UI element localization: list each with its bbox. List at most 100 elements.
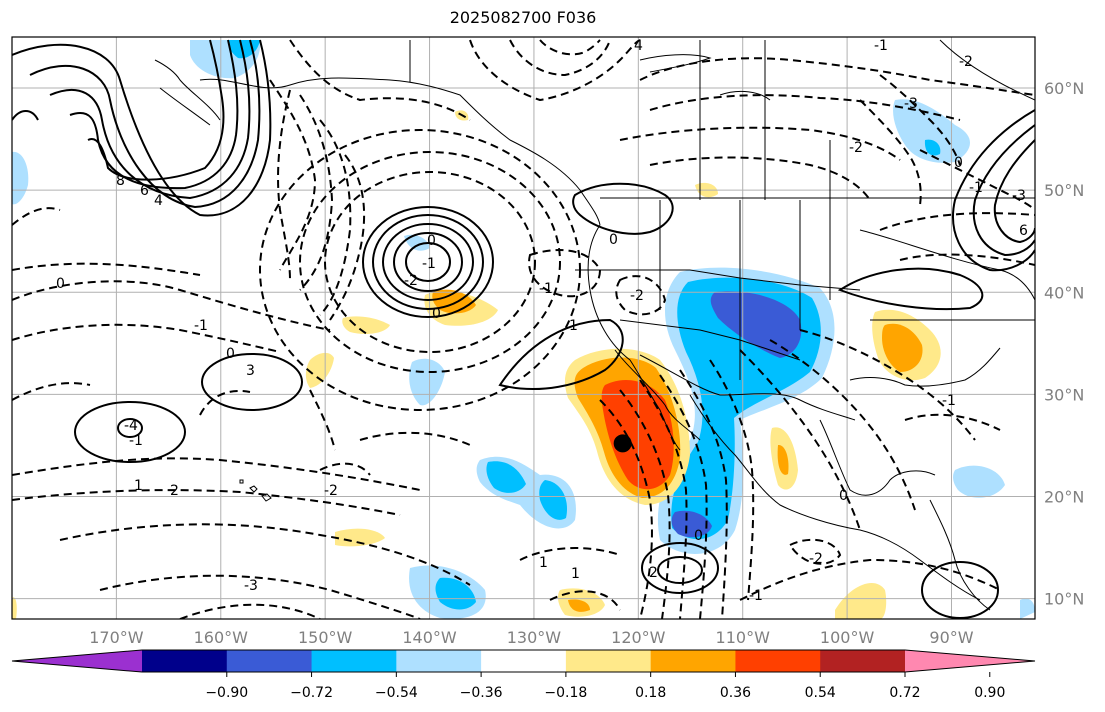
coastline	[849, 347, 1001, 387]
longitude-tick-label: 130°W	[507, 628, 562, 647]
contour-line	[299, 94, 334, 291]
colorbar-tick-label: 0.18	[635, 685, 666, 701]
contour-line	[921, 561, 999, 619]
contour-line	[549, 590, 621, 611]
contour-line	[12, 262, 201, 276]
contour-line	[309, 389, 336, 451]
colorbar-extend-high	[905, 650, 1035, 672]
geopotential-contours	[12, 39, 1035, 619]
contour-line	[269, 79, 317, 271]
contour-line	[619, 389, 671, 619]
contour-line	[289, 39, 471, 121]
contour-label: 2	[649, 565, 658, 581]
longitude-tick-label: 160°W	[194, 628, 249, 647]
contour-line	[179, 603, 321, 619]
anomaly-region	[409, 358, 445, 406]
anomaly-shading	[12, 40, 1035, 619]
coastline	[199, 77, 601, 226]
contour-line	[359, 431, 471, 446]
contour-label: 0	[56, 276, 65, 292]
contour-line	[993, 139, 1035, 244]
colorbar-tick-label: 0.90	[974, 685, 1005, 701]
contour-line	[509, 39, 611, 77]
contour-line	[49, 39, 251, 200]
contour-line	[372, 214, 484, 310]
contour-line	[277, 89, 291, 281]
anomaly-region	[924, 139, 941, 156]
colorbar-extend-low	[12, 650, 142, 672]
contour-label: 0	[609, 232, 618, 248]
anomaly-region	[342, 316, 390, 334]
anomaly-region	[671, 510, 712, 538]
contour-label: -2	[630, 288, 644, 304]
colorbar-segment	[311, 650, 397, 672]
contour-line	[952, 109, 1035, 272]
anomaly-region	[539, 480, 568, 520]
anomaly-region	[1020, 598, 1035, 619]
contour-line	[393, 232, 463, 292]
anomaly-region	[486, 461, 526, 493]
contour-label: -4	[124, 418, 138, 434]
contour-line	[572, 182, 674, 235]
map-title: 2025082700 F036	[449, 8, 597, 27]
anomaly-region	[404, 234, 430, 251]
contour-label: 6	[140, 183, 149, 199]
contour-line	[199, 390, 251, 416]
longitude-tick-label: 150°W	[298, 628, 353, 647]
colorbar-segment	[820, 650, 906, 672]
contour-line	[69, 39, 239, 190]
contour-label: 1	[134, 478, 143, 494]
contour-label: -1	[422, 256, 436, 272]
latitude-tick-label: 40°N	[1044, 283, 1084, 302]
contour-line	[528, 249, 602, 298]
coastline	[614, 349, 701, 441]
contour-line	[299, 151, 561, 373]
contour-label: -2	[809, 551, 823, 567]
contour-label: 0	[839, 488, 848, 504]
contour-line	[641, 542, 719, 594]
graticule	[12, 37, 1035, 619]
latitude-tick-label: 60°N	[1044, 79, 1084, 98]
colorbar-tick-label: −0.54	[375, 685, 418, 701]
contour-line	[329, 154, 366, 321]
contour-label: 0	[954, 155, 963, 171]
contour-label: -1	[969, 180, 983, 196]
contour-line	[362, 206, 494, 318]
contour-line	[519, 547, 621, 561]
anomaly-region	[12, 597, 17, 619]
anomaly-region	[335, 528, 385, 547]
contour-label: 0	[432, 306, 441, 322]
border	[939, 39, 1035, 101]
colorbar-segment	[481, 650, 567, 672]
coastline	[689, 394, 981, 601]
colorbar-tick-label: −0.36	[460, 685, 503, 701]
contour-label: -1	[194, 318, 208, 334]
anomaly-region	[777, 444, 789, 475]
latitude-tick-label: 10°N	[1044, 590, 1084, 609]
coastline	[819, 419, 936, 496]
contour-line	[29, 39, 261, 209]
contour-line	[74, 401, 186, 463]
contour-line	[615, 275, 667, 316]
location-marker	[613, 434, 632, 453]
latitude-tick-label: 20°N	[1044, 487, 1084, 506]
colorbar-segment	[650, 650, 736, 672]
contour-line	[12, 382, 91, 401]
contour-line	[599, 399, 653, 619]
colorbar-tick-label: −0.18	[544, 685, 587, 701]
contour-label: 1	[571, 566, 580, 582]
contour-line	[12, 280, 331, 331]
contour-line	[12, 39, 272, 217]
contour-label: 4	[154, 193, 163, 209]
contour-label: 2	[170, 483, 179, 499]
contour-label: -3	[244, 578, 258, 594]
border	[639, 354, 856, 421]
contour-line	[659, 374, 708, 619]
longitude-tick-label: 110°W	[716, 628, 771, 647]
contour-line	[498, 318, 624, 391]
contour-line	[799, 329, 976, 441]
contour-line	[639, 379, 688, 619]
contour-label: -3	[904, 96, 918, 112]
anomaly-region	[435, 577, 476, 610]
